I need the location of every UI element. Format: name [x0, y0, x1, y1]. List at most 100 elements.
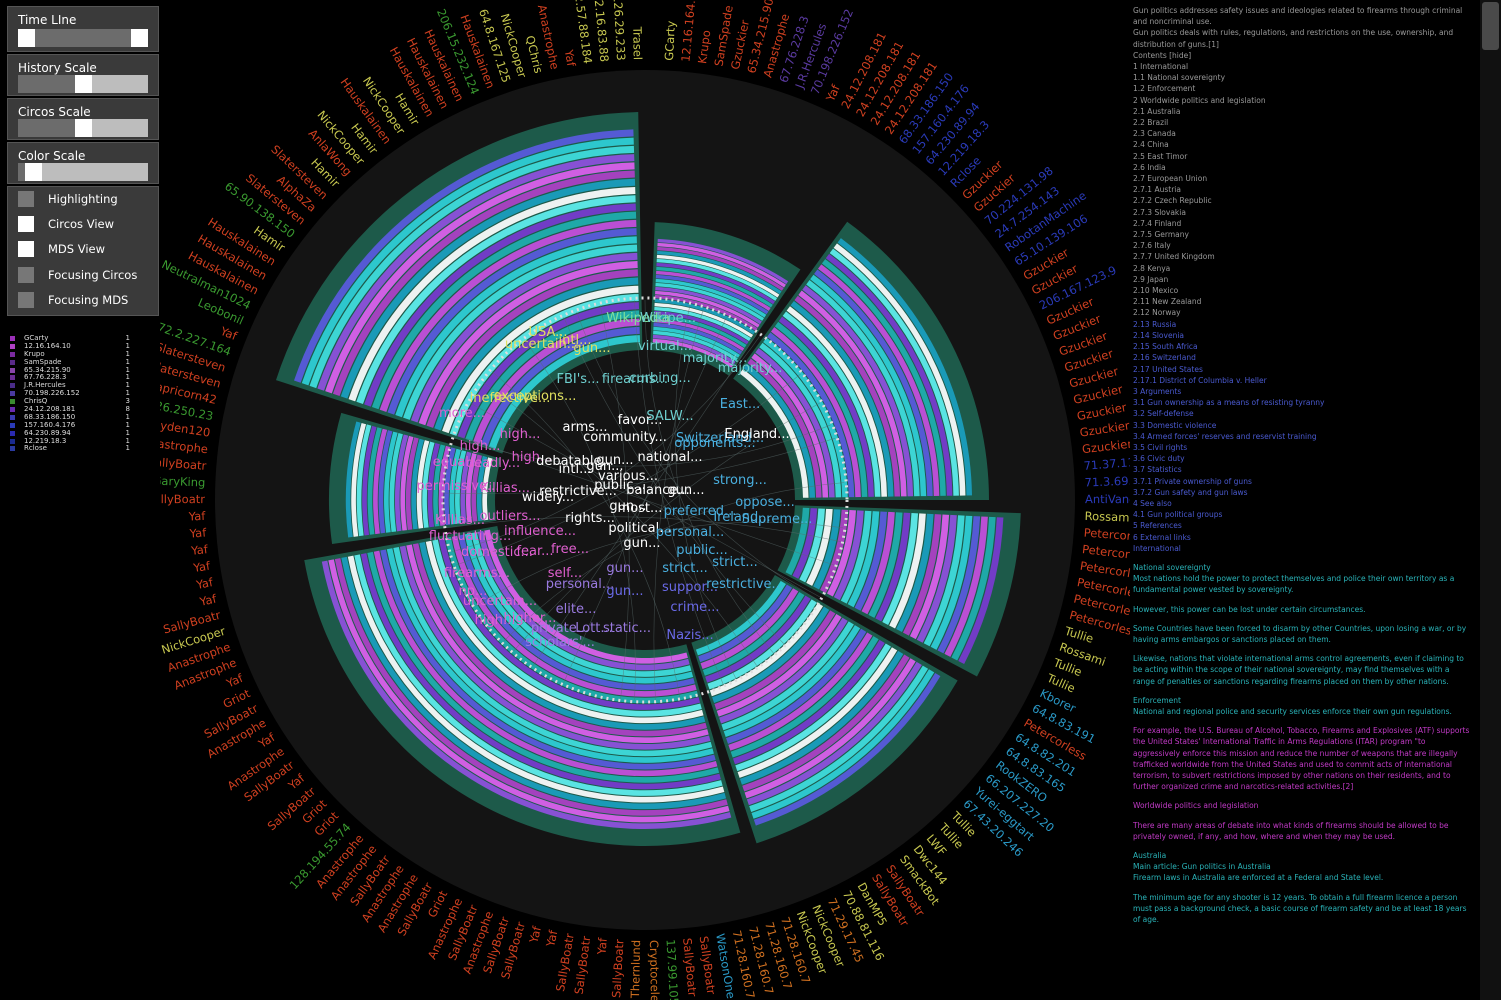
- mds-term[interactable]: public...: [676, 543, 728, 558]
- mds-term[interactable]: uncertain...: [463, 594, 537, 609]
- mds-term[interactable]: Killias...: [435, 513, 485, 528]
- circos-scale-handle[interactable]: [74, 119, 92, 137]
- article-paragraph[interactable]: 4 See also: [1133, 498, 1172, 508]
- legend-item[interactable]: 24.12.208.181 8: [10, 405, 130, 414]
- article-paragraph[interactable]: 2.17 United States: [1133, 364, 1203, 374]
- mds-term[interactable]: firearms...: [602, 372, 668, 387]
- legend-item[interactable]: 70.198.226.152 1: [10, 389, 130, 398]
- mds-term[interactable]: balance...: [626, 483, 690, 498]
- mds-term[interactable]: opponents...: [674, 436, 755, 451]
- circos-view-checkbox[interactable]: [18, 216, 34, 232]
- article-paragraph[interactable]: 3.7.1 Private ownership of guns: [1133, 476, 1252, 486]
- circos-view[interactable]: Trasel134.126.29.23372.16.83.88122.57.88…: [160, 0, 1130, 1000]
- article-paragraph[interactable]: 2.15 South Africa: [1133, 342, 1198, 352]
- mds-term[interactable]: Nazis...: [666, 628, 713, 643]
- legend-item[interactable]: SamSpade 1: [10, 358, 130, 367]
- mds-term[interactable]: gun...: [573, 341, 610, 356]
- color-scale-slider[interactable]: [18, 163, 148, 181]
- mds-term[interactable]: crime...: [670, 600, 719, 615]
- mds-term[interactable]: personal...: [656, 525, 725, 540]
- mds-term[interactable]: Ireland...: [713, 510, 770, 525]
- mds-term[interactable]: firearms...: [444, 566, 510, 581]
- mds-term[interactable]: higher...: [504, 611, 557, 626]
- mds-term[interactable]: more...: [439, 406, 485, 421]
- article-paragraph[interactable]: 2.16 Switzerland: [1133, 353, 1196, 363]
- article-paragraph[interactable]: International: [1133, 543, 1181, 553]
- timeline-slider[interactable]: [17, 29, 149, 47]
- mds-term[interactable]: self...: [548, 566, 582, 581]
- mds-term[interactable]: personal...: [546, 577, 615, 592]
- legend-item[interactable]: 68.33.186.150 1: [10, 413, 130, 422]
- mds-term[interactable]: elite...: [556, 602, 597, 617]
- history-scale-slider[interactable]: [18, 75, 148, 93]
- mds-term[interactable]: Wikipe...: [640, 311, 696, 326]
- toggle-mds-view[interactable]: MDS View: [18, 239, 158, 259]
- mds-term[interactable]: static...: [603, 621, 651, 636]
- mds-term[interactable]: high...: [475, 613, 516, 628]
- mds-term[interactable]: rights...: [565, 511, 615, 526]
- mds-term[interactable]: Killias...: [480, 481, 530, 496]
- article-paragraph[interactable]: 6 External links: [1133, 532, 1191, 542]
- mds-term[interactable]: arms...: [563, 420, 608, 435]
- history-scale-handle[interactable]: [74, 75, 92, 93]
- mds-term[interactable]: gun...: [623, 536, 660, 551]
- mds-term[interactable]: Switzerland...: [676, 431, 764, 446]
- legend-item[interactable]: J.R.Hercules 1: [10, 381, 130, 390]
- article-paragraph[interactable]: 5 References: [1133, 521, 1182, 531]
- article-paragraph[interactable]: 2.17.1 District of Columbia v. Heller: [1133, 375, 1267, 385]
- mds-term[interactable]: virtual...: [638, 339, 692, 354]
- mds-term[interactable]: high...: [500, 427, 541, 442]
- mds-term[interactable]: ineffective...: [470, 391, 551, 406]
- article-paragraph[interactable]: 3.2 Self-defense: [1133, 409, 1194, 419]
- scrollbar-thumb[interactable]: [1482, 2, 1499, 50]
- legend-item[interactable]: ChrisQ 3: [10, 397, 130, 406]
- article-paragraph[interactable]: 3.5 Civil rights: [1133, 442, 1188, 452]
- mds-term[interactable]: debatable...: [536, 454, 614, 469]
- mds-term[interactable]: majority...: [718, 361, 783, 376]
- mds-term[interactable]: East...: [720, 397, 760, 412]
- article-paragraph[interactable]: 3.4 Armed forces' reserves and reservist…: [1133, 431, 1317, 441]
- legend-item[interactable]: 67.76.228.3 1: [10, 374, 130, 382]
- mds-term[interactable]: free...: [551, 542, 589, 557]
- legend-item[interactable]: 65.34.215.90 1: [10, 366, 130, 375]
- mds-term[interactable]: strict...: [662, 561, 707, 576]
- mds-term[interactable]: fear...: [516, 544, 553, 559]
- article-paragraph[interactable]: 3.7 Statistics: [1133, 465, 1182, 475]
- mds-view-checkbox[interactable]: [18, 241, 34, 257]
- legend-item[interactable]: GCarty 1: [10, 334, 130, 343]
- mds-term[interactable]: Wikipedia: [606, 311, 669, 326]
- color-scale-handle[interactable]: [24, 163, 42, 181]
- mds-term[interactable]: exceptions...: [494, 389, 577, 404]
- mds-term[interactable]: high...: [512, 450, 553, 465]
- mds-term[interactable]: domestic...: [461, 545, 533, 560]
- mds-term[interactable]: strong...: [713, 473, 767, 488]
- mds-term[interactable]: widely...: [522, 490, 574, 505]
- article-paragraph[interactable]: 3.7.2 Gun safety and gun laws: [1133, 487, 1248, 497]
- mds-term[interactable]: England...: [724, 427, 789, 442]
- legend-item[interactable]: 157.160.4.176 1: [10, 421, 130, 430]
- timeline-high-handle[interactable]: [131, 29, 149, 47]
- mds-term[interactable]: favor...: [618, 413, 663, 428]
- mds-term[interactable]: intl...: [559, 333, 592, 348]
- toggle-focusing-circos[interactable]: Focusing Circos: [18, 265, 158, 285]
- mds-term[interactable]: fluctuating...: [429, 529, 511, 544]
- article-paragraph[interactable]: 3.6 Civic duty: [1133, 454, 1185, 464]
- focusing-circos-checkbox[interactable]: [18, 267, 34, 283]
- mds-term[interactable]: influence...: [504, 524, 576, 539]
- article-paragraph[interactable]: 2.13 Russia: [1133, 319, 1177, 329]
- mds-term[interactable]: restrictive...: [539, 484, 617, 499]
- mds-term[interactable]: deadly...: [466, 456, 520, 471]
- toggle-focusing-mds[interactable]: Focusing MDS: [18, 290, 158, 310]
- vertical-scrollbar[interactable]: [1480, 0, 1501, 1000]
- mds-term[interactable]: SALW...: [646, 409, 693, 424]
- mds-term[interactable]: gun...: [606, 584, 643, 599]
- mds-term[interactable]: gun...: [586, 459, 623, 474]
- mds-term[interactable]: community...: [583, 430, 667, 445]
- mds-term[interactable]: gun...: [667, 483, 704, 498]
- mds-term[interactable]: high...: [460, 439, 501, 454]
- mds-term[interactable]: oppose...: [735, 495, 795, 510]
- mds-term[interactable]: strict...: [712, 555, 757, 570]
- article-paragraph[interactable]: 3 Arguments: [1133, 386, 1182, 396]
- article-paragraph[interactable]: 2.14 Slovenia: [1133, 330, 1185, 340]
- timeline-low-handle[interactable]: [17, 29, 35, 47]
